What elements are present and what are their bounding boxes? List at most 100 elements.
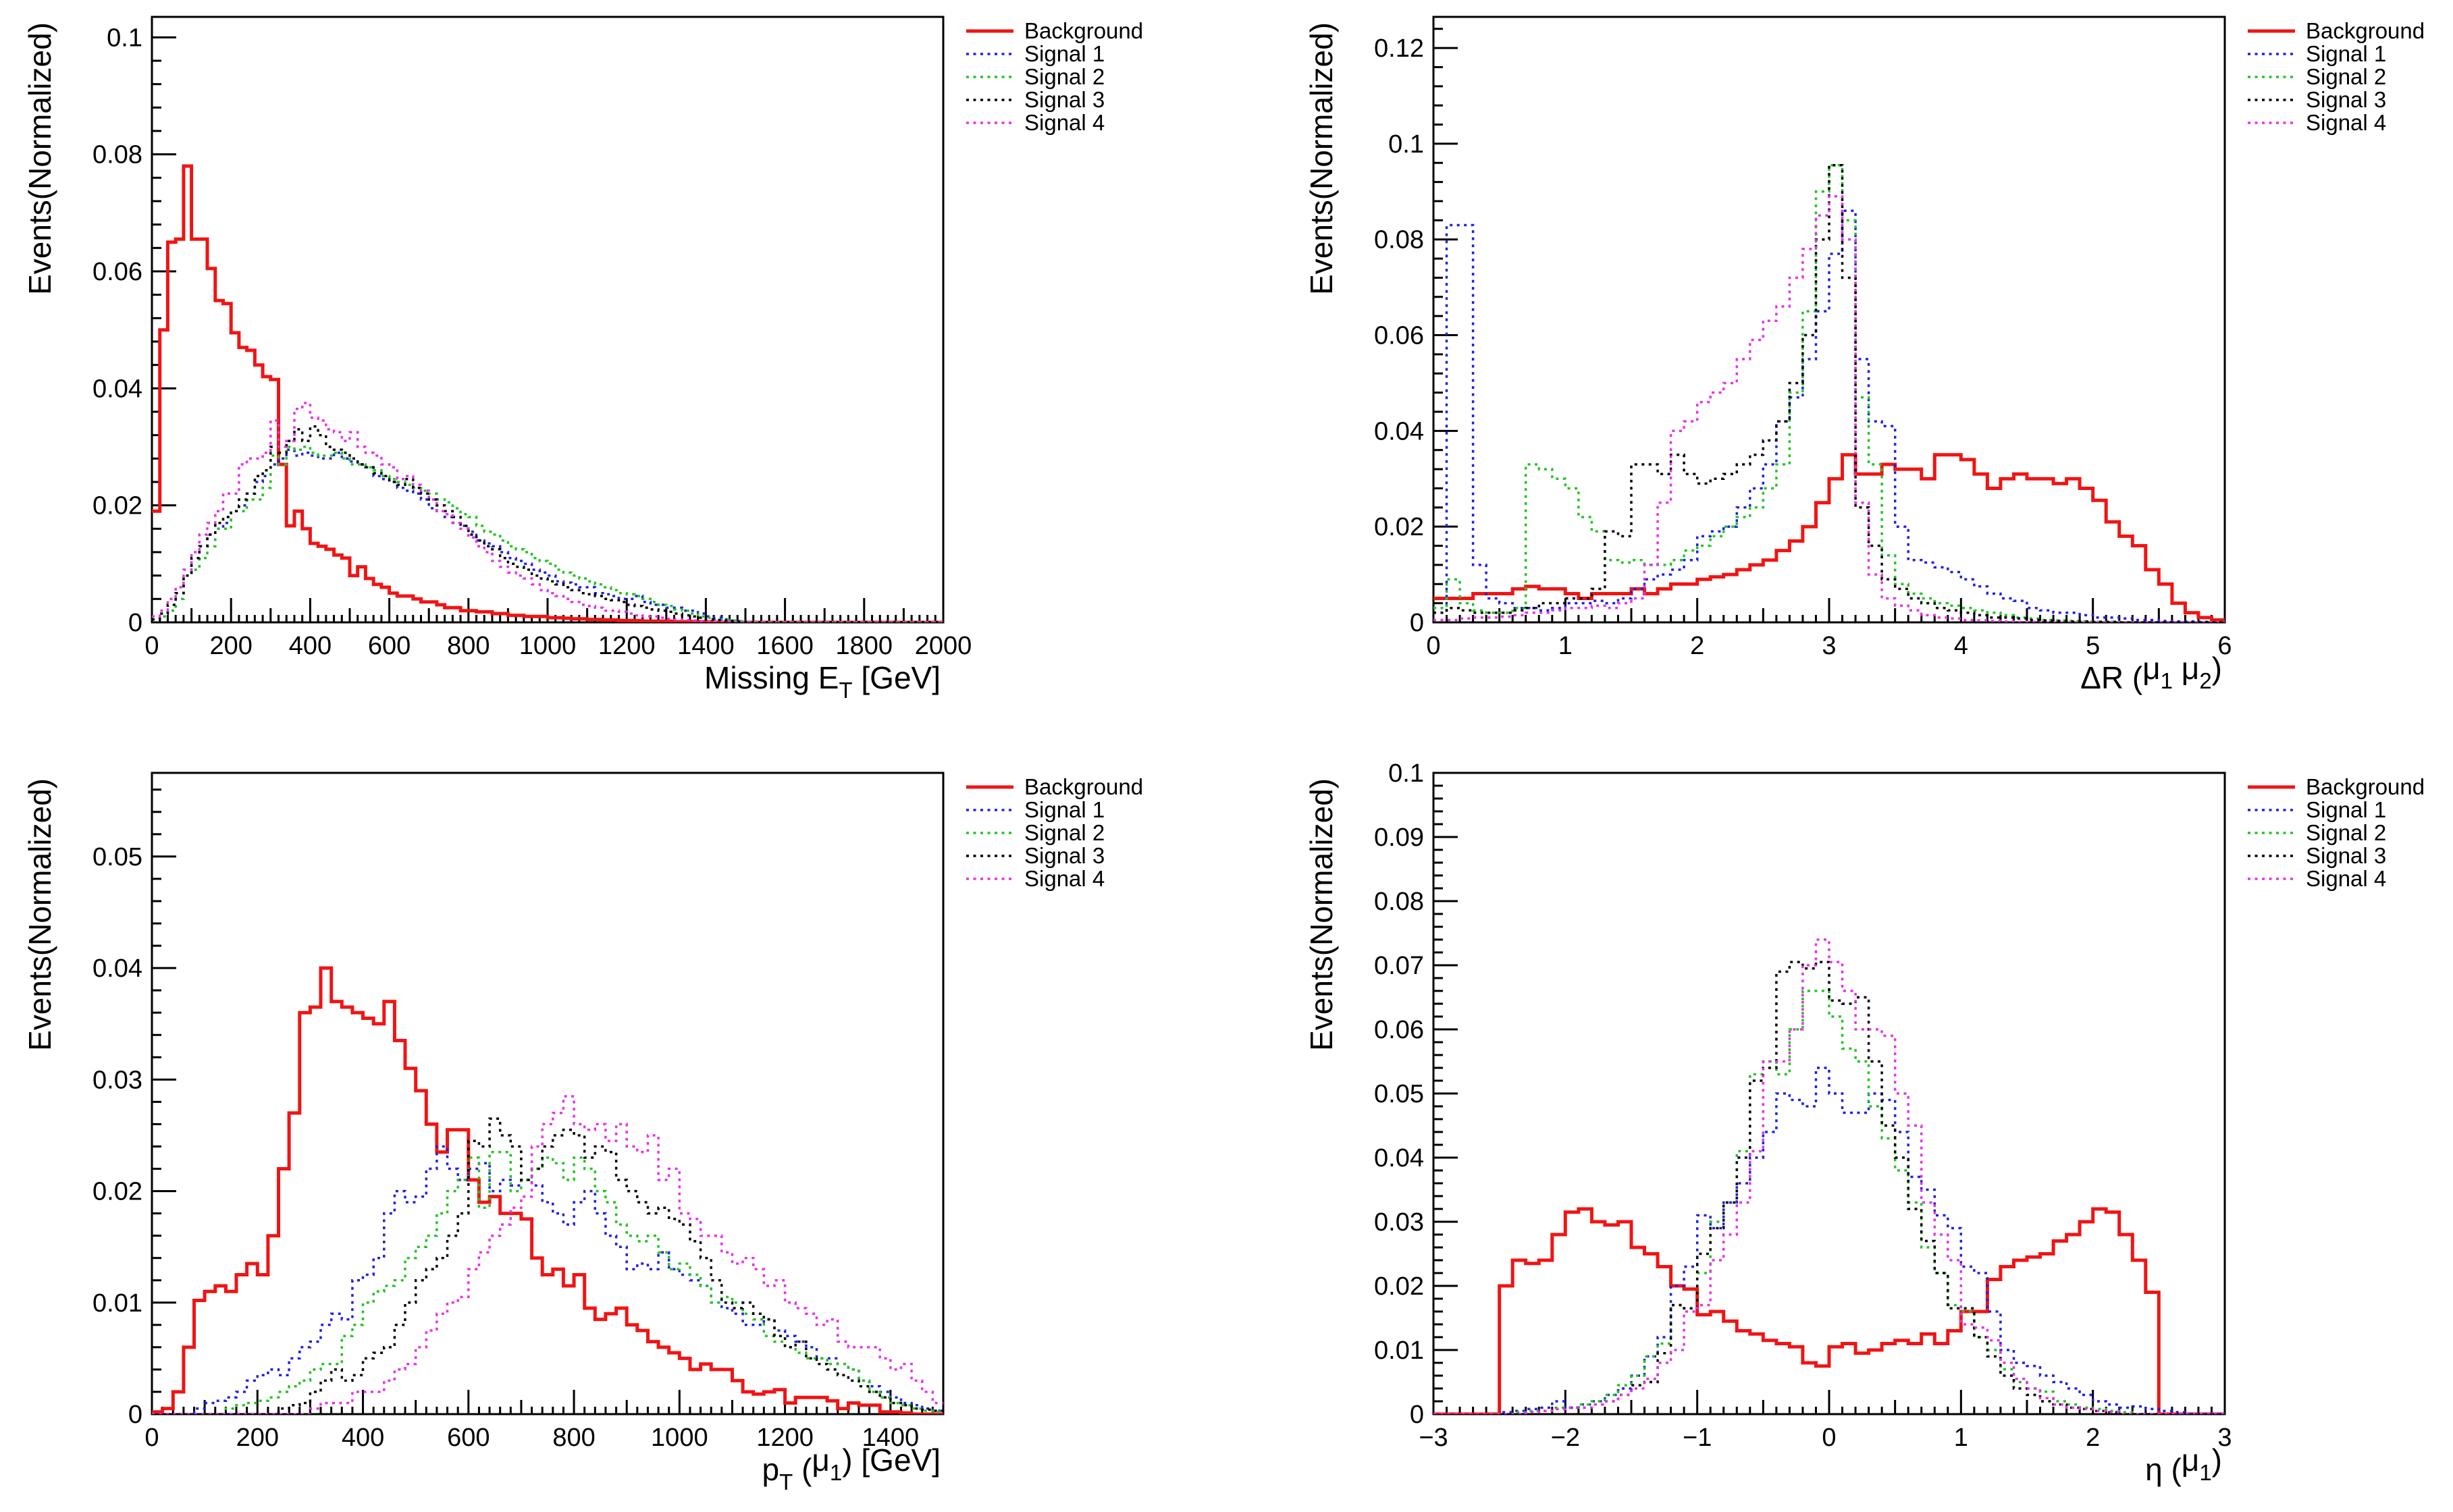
series-background [152,164,943,622]
legend-item-signal-1: Signal 1 [966,797,1105,822]
legend-item-signal-3: Signal 3 [966,843,1105,868]
legend-label: Signal 3 [2306,843,2386,868]
axis-ticks [151,36,945,624]
y-tick-label: 0.02 [1374,513,1424,541]
legend-label: Signal 4 [2306,866,2386,891]
series-signal-2 [152,1150,943,1414]
legend-item-signal-3: Signal 3 [966,87,1105,112]
x-tick-label: 200 [236,1424,279,1452]
y-tick-label: 0.02 [1374,1272,1424,1301]
legend-label: Signal 1 [2306,41,2386,66]
plot-frame [151,772,945,1415]
x-tick-label: 1800 [836,632,893,660]
x-tick-label: 1 [1954,1424,1968,1452]
legend-item-signal-2: Signal 2 [2248,820,2386,845]
series-signal-4 [152,402,943,622]
x-tick-label: 5 [2086,632,2100,660]
series-signal-1 [152,448,943,622]
legend-item-signal-1: Signal 1 [2248,41,2386,66]
y-tick-label: 0.05 [1374,1080,1424,1108]
y-axis-title: Events(Normalized) [1304,22,1339,295]
y-tick-label: 0.08 [93,141,142,169]
x-tick-label: 3 [2217,1424,2232,1452]
series-background [1433,453,2225,622]
x-tick-label: 6 [2217,632,2232,660]
y-tick-label: 0.06 [93,258,142,286]
x-tick-label: 800 [447,632,490,660]
y-tick-label: 0.08 [1374,888,1424,916]
y-tick-label: 0 [1410,609,1424,637]
legend-item-signal-4: Signal 4 [2248,110,2386,135]
y-tick-label: 0.04 [93,954,142,983]
y-axis-title: Events(Normalized) [1304,778,1339,1051]
legend-item-signal-3: Signal 3 [2248,843,2386,868]
series-group [152,966,943,1414]
x-tick-label: 1200 [756,1424,814,1452]
y-tick-label: 0.1 [1388,130,1424,159]
y-tick-label: 0.06 [1374,1016,1424,1044]
legend-label: Signal 1 [1024,41,1105,66]
legend-item-signal-4: Signal 4 [2248,866,2386,891]
y-tick-label: 0.07 [1374,952,1424,980]
x-tick-label: 1000 [519,632,577,660]
x-tick-label: 0 [144,1424,159,1452]
x-axis-title: pT (μ1) [GeV] [762,1442,941,1494]
axis-tick-labels: 0 1 2 3 4 5 6 0 0.02 0.04 0.06 0.08 0.1 0.12 [1374,34,2232,660]
x-tick-label: 0 [1426,632,1440,660]
axis-tick-labels: 0 200 400 600 800 1000 1200 1400 0 0.01 0.02 0.03 0.… [93,843,919,1452]
legend-item-background: Background [2248,18,2425,43]
y-tick-label: 0.04 [1374,1144,1424,1172]
legend-label: Signal 2 [2306,820,2386,845]
y-tick-label: 0.01 [1374,1336,1424,1365]
x-tick-label: 1400 [862,1424,920,1452]
x-tick-label: 200 [209,632,252,660]
series-group [152,164,943,622]
axis-tick-labels: −3 −2 −1 0 1 2 3 0 0.01 0.02 0.03 0.04 0.05 0.06 0.07 0… [1374,759,2232,1452]
axis-tick-labels: 0 200 400 600 800 1000 1200 1400 1600 1800 2000 0 0.… [93,24,972,660]
y-tick-label: 0 [1410,1401,1424,1429]
series-signal-1 [152,1145,943,1414]
series-signal-2 [1433,164,2225,622]
axis-ticks [1432,772,2226,1415]
x-tick-label: 2 [1690,632,1704,660]
legend-label: Signal 1 [1024,797,1105,822]
legend-item-signal-4: Signal 4 [966,866,1105,891]
x-tick-label: 800 [552,1424,595,1452]
series-group [1433,938,2225,1414]
legend-label: Background [1024,774,1143,799]
legend-item-signal-1: Signal 1 [966,41,1105,66]
y-tick-label: 0.01 [93,1289,142,1318]
x-tick-label: 1200 [598,632,656,660]
y-tick-label: 0.03 [1374,1208,1424,1237]
series-signal-3 [1433,164,2225,622]
y-tick-label: 0.12 [1374,34,1424,63]
series-background [152,966,943,1414]
legend-item-signal-1: Signal 1 [2248,797,2386,822]
panel-delta-r: 0 1 2 3 4 5 6 0 0.02 0.04 0.06 0.08 0.1 0.12 ΔR (μ1 μ2… [1226,0,2453,756]
series-signal-4 [1433,195,2225,622]
x-tick-label: −1 [1683,1424,1712,1452]
y-tick-label: 0.1 [1388,759,1424,788]
series-background [1433,1207,2225,1414]
y-tick-label: 0.08 [1374,226,1424,254]
x-tick-label: 4 [1954,632,1968,660]
axis-ticks [1432,28,2226,624]
legend-label: Signal 2 [1024,820,1105,845]
x-tick-label: 1600 [756,632,814,660]
series-signal-2 [152,446,943,622]
legend-label: Signal 3 [1024,843,1105,868]
x-tick-label: 600 [447,1424,490,1452]
plot-frame [151,16,945,624]
x-axis-title: ΔR (μ1 μ2) [2080,651,2222,695]
y-axis-title: Events(Normalized) [22,778,57,1051]
y-tick-label: 0.02 [93,492,142,520]
x-tick-label: 0 [1822,1424,1836,1452]
series-signal-4 [152,1095,943,1414]
x-tick-label: 400 [342,1424,384,1452]
y-tick-label: 0.09 [1374,824,1424,852]
panel-missing-et: 0 200 400 600 800 1000 1200 1400 1600 1800 2000 0 0.… [0,0,1226,756]
y-tick-label: 0.1 [107,24,142,52]
x-tick-label: 1000 [651,1424,708,1452]
